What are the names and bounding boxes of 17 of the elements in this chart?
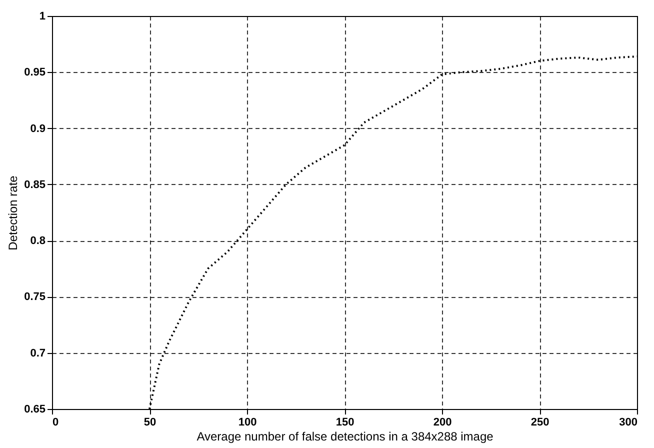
y-axis-title: Detection rate bbox=[6, 175, 20, 250]
x-tick-label: 200 bbox=[433, 416, 452, 428]
x-tick-label: 150 bbox=[336, 416, 354, 428]
x-tick-label: 0 bbox=[52, 416, 59, 428]
y-tick-label: 0.75 bbox=[24, 291, 46, 304]
y-tick-label: 0.85 bbox=[24, 178, 46, 191]
x-tick-label: 50 bbox=[144, 416, 156, 428]
x-tick-label: 100 bbox=[238, 416, 257, 428]
x-axis-title: Average number of false detections in a 384x288 image bbox=[196, 430, 494, 444]
y-tick-label: 0.8 bbox=[30, 235, 46, 248]
y-tick-label: 0.9 bbox=[30, 122, 46, 135]
y-tick-label: 0.65 bbox=[24, 404, 46, 416]
y-tick-label: 1 bbox=[39, 10, 46, 22]
y-tick-label: 0.7 bbox=[30, 347, 46, 360]
x-tick-label: 250 bbox=[530, 416, 550, 428]
y-tick-label: 0.95 bbox=[24, 66, 46, 79]
x-tick-label: 300 bbox=[619, 416, 638, 428]
